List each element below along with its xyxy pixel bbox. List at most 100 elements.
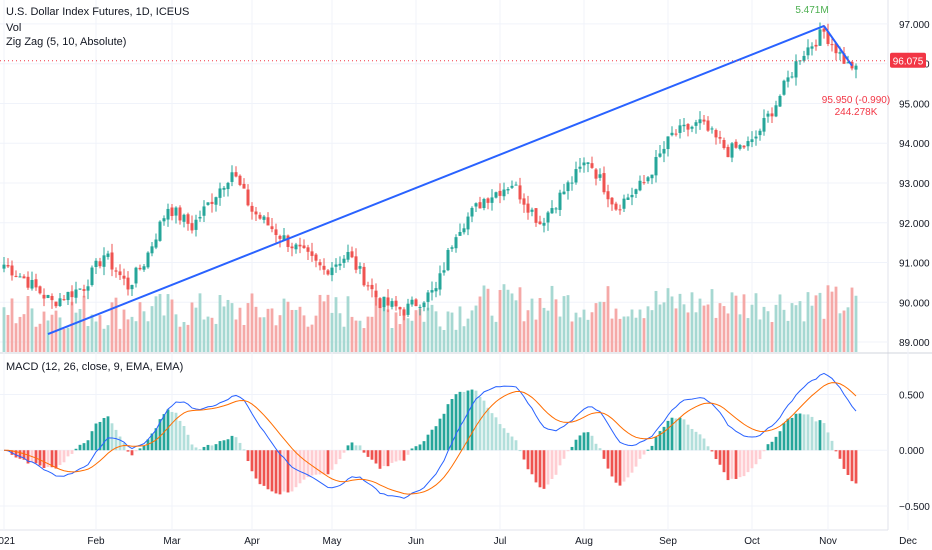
macd-hist-bar [850,450,854,482]
macd-hist-bar [390,450,394,463]
candle-body [106,253,110,257]
candle-body [198,216,202,219]
macd-hist-bar [86,440,90,451]
candle-body [78,288,82,290]
candle-body [346,251,350,260]
volume-bar [70,301,74,352]
macd-hist-bar [274,450,278,494]
volume-bar [590,312,594,352]
macd-hist-bar [358,445,362,451]
candle-body [794,61,798,78]
time-tick-label: Apr [244,536,260,547]
zigzag-legend[interactable]: Zig Zag (5, 10, Absolute) [6,36,127,48]
volume-bar [654,290,658,352]
volume-bar [594,303,598,352]
zigzag-segment [823,25,853,67]
volume-bar [738,314,742,352]
volume-bar [186,324,190,352]
candle-body [398,307,402,310]
volume-bar [546,310,550,352]
volume-bar [62,328,66,352]
volume-bar [18,316,22,352]
macd-hist-bar [394,450,398,462]
macd-hist-bar [542,450,546,489]
volume-bar [626,316,630,352]
macd-hist-bar [206,444,210,451]
volume-bar [146,321,150,352]
candle-body [762,118,766,132]
volume-bar [650,310,654,352]
macd-hist-bar [622,450,626,482]
macd-hist-bar [458,391,462,451]
volume-bar [390,328,394,352]
last-price-tag: 96.075 [890,52,926,68]
volume-bar [762,306,766,352]
candle-body [662,148,666,154]
candle-body [826,31,830,44]
candle-body [726,146,730,158]
volume-bar [838,313,842,352]
volume-bar [406,318,410,352]
candle-body [526,203,530,213]
volume-bar [222,306,226,352]
volume-bar [678,293,682,352]
candle-body [682,124,686,127]
candle-body [42,294,46,299]
macd-hist-bar [426,434,430,451]
volume-bar [486,288,490,352]
macd-hist-bar [174,412,178,451]
macd-legend[interactable]: MACD (12, 26, close, 9, EMA, EMA) [6,361,184,373]
candle-body [506,189,510,191]
time-tick-label: 2021 [0,536,16,547]
volume-bar [154,296,158,352]
candle-body [294,244,298,250]
candle-body [534,208,538,223]
macd-hist-bar [754,450,758,465]
time-tick-label: May [323,536,342,547]
macd-hist-bar [674,418,678,451]
macd-hist-bar [514,440,518,451]
volume-bar [174,314,178,352]
candle-body [118,271,122,276]
candle-body [322,265,326,270]
candle-body [786,77,790,82]
candle-body [810,46,814,49]
candle-body [830,44,834,46]
candle-body [738,145,742,149]
candle-body [114,270,118,272]
macd-hist-bar [230,435,234,451]
price-tick-label: 89.000 [899,338,930,349]
macd-hist-bar [122,442,126,451]
volume-bar [718,303,722,352]
candle-body [246,189,250,206]
macd-hist-bar [782,423,786,451]
volume-bar [122,309,126,352]
volume-bar [158,293,162,352]
candle-body [418,306,422,308]
volume-legend[interactable]: Vol [6,22,22,34]
volume-bar [230,303,234,352]
volume-bar [526,310,530,352]
volume-bar [698,298,702,352]
volume-bar [722,306,726,352]
macd-hist-bar [462,391,466,451]
macd-hist-bar [302,450,306,480]
macd-hist-bar [26,450,30,464]
volume-bar [646,306,650,352]
candle-body [210,201,214,204]
candle-body [282,235,286,241]
candle-body [382,296,386,308]
candle-body [614,203,618,210]
volume-bar [434,311,438,352]
symbol-legend[interactable]: U.S. Dollar Index Futures, 1D, ICEUS [6,6,190,18]
time-tick-label: Jun [408,536,424,547]
volume-bar [618,318,622,352]
volume-bar [326,294,330,352]
macd-hist-bar [790,417,794,451]
volume-bar [806,292,810,352]
candle-body [634,189,638,194]
macd-hist-bar [730,450,734,479]
macd-hist-bar [438,418,442,451]
volume-bar [226,299,230,352]
